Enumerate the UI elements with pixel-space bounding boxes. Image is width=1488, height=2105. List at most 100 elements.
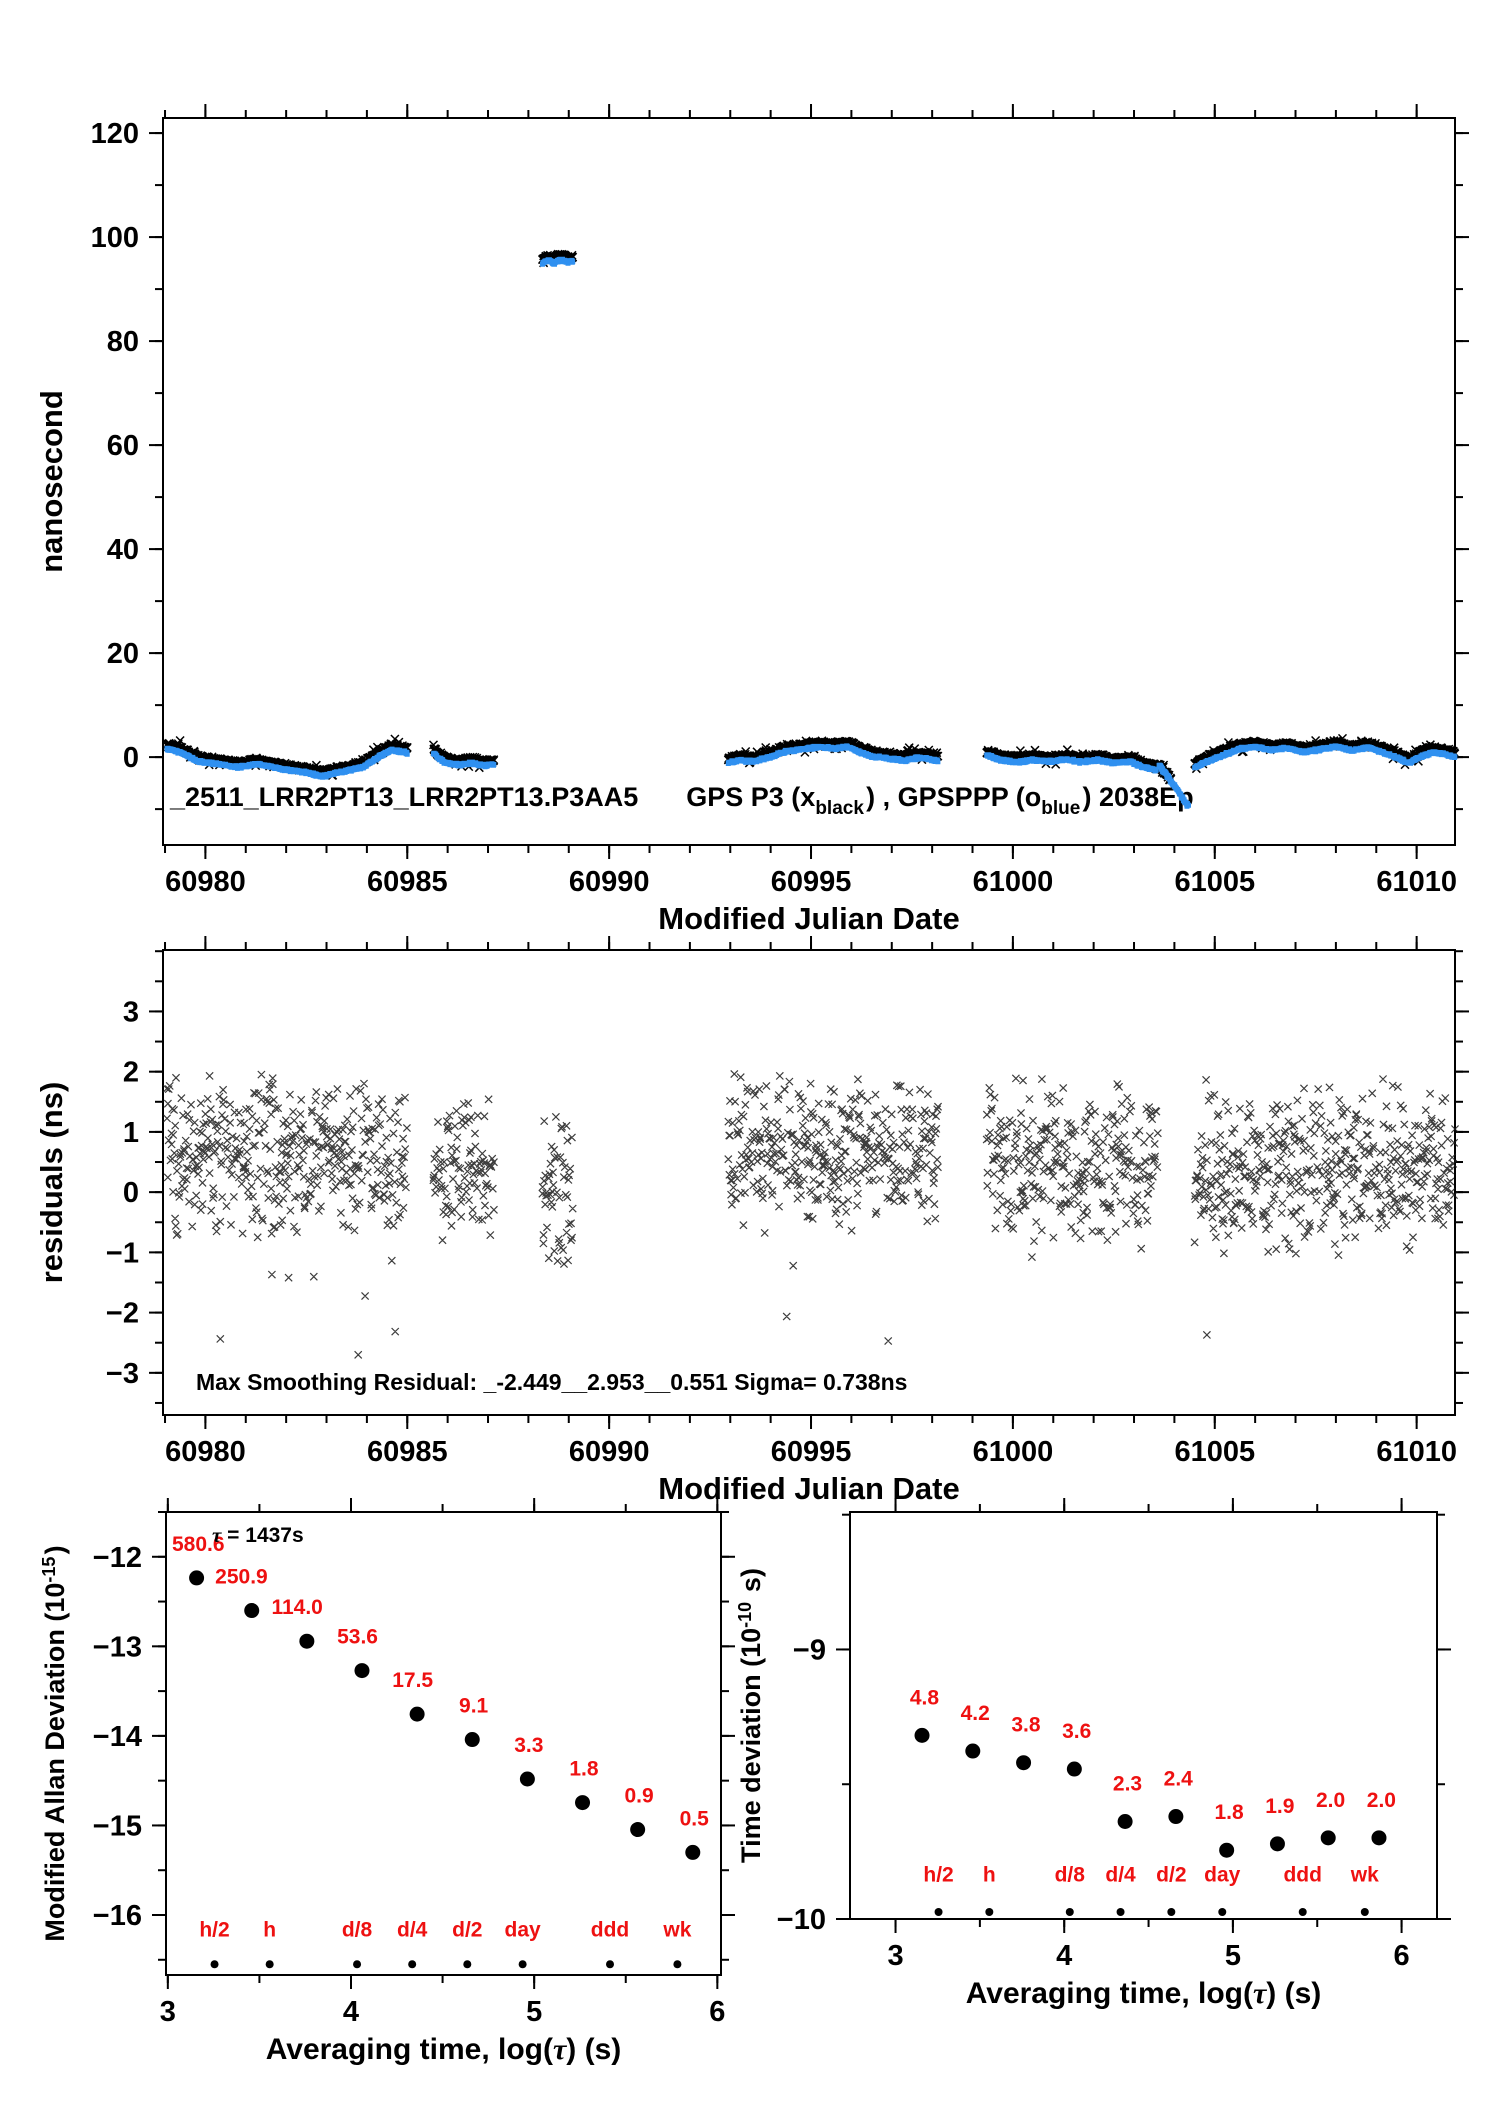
y-tick-label: −2	[106, 1298, 139, 1330]
x-tick-label: 61005	[1174, 1436, 1255, 1468]
y-tick-label: −15	[93, 1810, 142, 1842]
y-tick-label: 0	[123, 742, 139, 774]
data-point	[354, 1663, 370, 1679]
value-label: 4.8	[910, 1686, 940, 1709]
value-label: 114.0	[271, 1596, 322, 1619]
x-tick-label: 61010	[1376, 1436, 1457, 1468]
plot-title: _2511_LRR2PT13_LRR2PT13.P3AA5 GPS P3 (xbl…	[169, 782, 1194, 819]
y-tick-label: −10	[777, 1904, 826, 1936]
series-gps-p3-black-x	[162, 249, 1460, 785]
x-tick-label: 4	[343, 1996, 359, 2028]
period-label: h/2	[199, 1918, 229, 1941]
y-tick-label: 2	[123, 1057, 139, 1089]
y-tick-label: 120	[91, 118, 139, 150]
x-tick-label: 3	[887, 1940, 903, 1972]
period-marker-dot	[985, 1907, 994, 1916]
series-gpsppp-blue	[164, 256, 1458, 809]
data-point	[914, 1727, 930, 1743]
y-tick-label: −9	[793, 1634, 826, 1666]
x-tick-label: 60985	[367, 866, 448, 898]
plot-frame	[162, 117, 1456, 846]
plot-frame	[849, 1511, 1438, 1920]
value-label: 2.0	[1316, 1789, 1345, 1812]
period-label: ddd	[591, 1918, 629, 1941]
y-tick-label: −14	[93, 1721, 142, 1753]
y-tick-label: 0	[123, 1177, 139, 1209]
y-axis-title: nanosecond	[34, 390, 69, 573]
data-point	[189, 1570, 205, 1586]
x-tick-label: 6	[709, 1996, 725, 2028]
x-tick-label: 5	[1225, 1940, 1241, 1972]
data-point	[685, 1844, 701, 1860]
value-label: 3.8	[1011, 1714, 1041, 1737]
value-label: 1.9	[1265, 1795, 1294, 1818]
period-label: d/2	[452, 1918, 482, 1941]
data-point	[1168, 1809, 1184, 1825]
data-point	[1371, 1830, 1387, 1846]
value-label: 1.8	[1214, 1801, 1244, 1824]
y-tick-label: 80	[107, 326, 139, 358]
x-tick-label: 3	[160, 1996, 176, 2028]
y-tick-label: −16	[93, 1900, 142, 1932]
value-label: 4.2	[961, 1702, 990, 1725]
y-tick-label: 3	[123, 996, 139, 1028]
y-tick-label: −3	[106, 1358, 139, 1390]
period-marker-dot	[463, 1960, 472, 1969]
y-axis-title: residuals (ns)	[34, 1082, 69, 1284]
data-point	[1269, 1836, 1285, 1852]
period-label: d/2	[1156, 1863, 1186, 1886]
period-marker-dot	[265, 1960, 274, 1969]
data-point	[409, 1706, 425, 1722]
period-marker-dot	[934, 1907, 943, 1916]
y-tick-label: 20	[107, 638, 139, 670]
value-label: 2.3	[1113, 1773, 1142, 1796]
period-marker-dot	[518, 1960, 527, 1969]
value-label: 3.3	[514, 1734, 543, 1757]
period-marker-dot	[408, 1960, 417, 1969]
value-label: 0.5	[680, 1807, 710, 1830]
period-label: d/4	[397, 1918, 428, 1941]
y-tick-label: 100	[91, 222, 139, 254]
x-tick-label: 61010	[1376, 866, 1457, 898]
x-tick-label: 60990	[569, 866, 650, 898]
data-point	[519, 1771, 535, 1787]
value-label: 0.9	[624, 1785, 653, 1808]
period-label: d/8	[342, 1918, 373, 1941]
period-label: h/2	[923, 1863, 953, 1886]
period-marker-dot	[1298, 1907, 1307, 1916]
period-marker-dot	[1167, 1907, 1176, 1916]
period-marker-dot	[353, 1960, 362, 1969]
y-tick-label: 1	[123, 1117, 139, 1149]
value-label: 3.6	[1062, 1720, 1091, 1743]
residual-stats-note: Max Smoothing Residual: _-2.449__2.953__…	[196, 1369, 907, 1395]
value-label: 17.5	[392, 1669, 433, 1692]
x-axis-title: Averaging time, log(τ) (s)	[966, 1977, 1322, 2010]
residuals-plot: 60980 60985 60990 60995 61000 61005 61010 3 2 1 0 −…	[34, 936, 1469, 1506]
data-point	[299, 1633, 315, 1649]
data-point	[630, 1822, 646, 1838]
tdev-plot: 3 4 5 6 −9 −10 Averaging time, log(τ) (s) Time …	[735, 1498, 1451, 2010]
period-marker-dot	[210, 1960, 219, 1969]
y-axis-title: Modified Allan Deviation (10-15 )	[39, 1545, 70, 1941]
tau-annotation: τ = 1437s	[212, 1523, 304, 1547]
x-tick-label: 60985	[367, 1436, 448, 1468]
value-label: 580.6	[172, 1533, 225, 1556]
data-point	[1016, 1755, 1032, 1771]
value-label: 53.6	[337, 1626, 378, 1649]
x-tick-label: 61000	[973, 866, 1054, 898]
period-marker-dot	[606, 1960, 614, 1969]
data-point	[1117, 1814, 1133, 1830]
y-tick-label: −12	[93, 1542, 142, 1574]
data-point	[1066, 1761, 1082, 1777]
x-tick-label: 61000	[973, 1436, 1054, 1468]
period-marker-dot	[1065, 1907, 1074, 1916]
x-axis-title: Averaging time, log(τ) (s)	[266, 2033, 622, 2066]
x-tick-label: 60995	[771, 1436, 852, 1468]
value-label: 2.4	[1164, 1768, 1194, 1791]
period-label: day	[505, 1918, 542, 1941]
series-residuals-x	[162, 1069, 1460, 1359]
phase-plot: 60980 60985 60990 60995 61000 61005 61010 0 20 40…	[34, 104, 1469, 936]
y-tick-label: −13	[93, 1631, 142, 1663]
